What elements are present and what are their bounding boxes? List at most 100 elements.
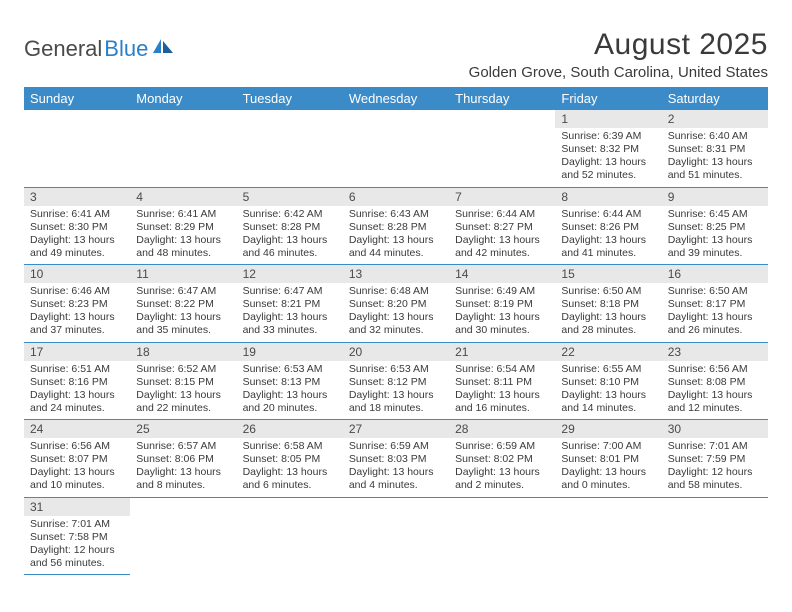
day-number: 23 [662, 343, 768, 361]
calendar-day-cell: 10Sunrise: 6:46 AMSunset: 8:23 PMDayligh… [24, 265, 130, 343]
day-details: Sunrise: 6:56 AMSunset: 8:07 PMDaylight:… [24, 438, 130, 497]
day-details: Sunrise: 6:51 AMSunset: 8:16 PMDaylight:… [24, 361, 130, 420]
day-number: 21 [449, 343, 555, 361]
calendar-day-cell: 15Sunrise: 6:50 AMSunset: 8:18 PMDayligh… [555, 265, 661, 343]
header: GeneralBlue August 2025 Golden Grove, So… [24, 28, 768, 81]
day-details: Sunrise: 6:48 AMSunset: 8:20 PMDaylight:… [343, 283, 449, 342]
day-details: Sunrise: 6:50 AMSunset: 8:17 PMDaylight:… [662, 283, 768, 342]
title-block: August 2025 Golden Grove, South Carolina… [469, 28, 768, 81]
weekday-header: Saturday [662, 87, 768, 110]
calendar-empty-cell [662, 497, 768, 575]
day-number: 9 [662, 188, 768, 206]
weekday-header: Monday [130, 87, 236, 110]
day-number: 22 [555, 343, 661, 361]
calendar-table: SundayMondayTuesdayWednesdayThursdayFrid… [24, 87, 768, 575]
weekday-header: Thursday [449, 87, 555, 110]
day-number: 31 [24, 498, 130, 516]
calendar-empty-cell [24, 110, 130, 187]
day-number: 11 [130, 265, 236, 283]
day-number: 8 [555, 188, 661, 206]
calendar-day-cell: 6Sunrise: 6:43 AMSunset: 8:28 PMDaylight… [343, 187, 449, 265]
day-details: Sunrise: 6:45 AMSunset: 8:25 PMDaylight:… [662, 206, 768, 265]
day-number: 12 [237, 265, 343, 283]
calendar-day-cell: 14Sunrise: 6:49 AMSunset: 8:19 PMDayligh… [449, 265, 555, 343]
day-details: Sunrise: 6:53 AMSunset: 8:13 PMDaylight:… [237, 361, 343, 420]
day-number: 29 [555, 420, 661, 438]
logo-text-general: General [24, 36, 102, 62]
calendar-day-cell: 20Sunrise: 6:53 AMSunset: 8:12 PMDayligh… [343, 342, 449, 420]
day-number: 7 [449, 188, 555, 206]
day-details: Sunrise: 6:46 AMSunset: 8:23 PMDaylight:… [24, 283, 130, 342]
calendar-week-row: 10Sunrise: 6:46 AMSunset: 8:23 PMDayligh… [24, 265, 768, 343]
day-number: 4 [130, 188, 236, 206]
day-number: 15 [555, 265, 661, 283]
day-number: 26 [237, 420, 343, 438]
day-details: Sunrise: 6:54 AMSunset: 8:11 PMDaylight:… [449, 361, 555, 420]
day-details: Sunrise: 7:01 AMSunset: 7:58 PMDaylight:… [24, 516, 130, 575]
weekday-header: Wednesday [343, 87, 449, 110]
calendar-empty-cell [449, 110, 555, 187]
calendar-day-cell: 27Sunrise: 6:59 AMSunset: 8:03 PMDayligh… [343, 420, 449, 498]
calendar-week-row: 1Sunrise: 6:39 AMSunset: 8:32 PMDaylight… [24, 110, 768, 187]
calendar-empty-cell [237, 497, 343, 575]
calendar-day-cell: 5Sunrise: 6:42 AMSunset: 8:28 PMDaylight… [237, 187, 343, 265]
day-details: Sunrise: 6:41 AMSunset: 8:29 PMDaylight:… [130, 206, 236, 265]
day-number: 27 [343, 420, 449, 438]
logo: GeneralBlue [24, 36, 175, 62]
day-details: Sunrise: 7:01 AMSunset: 7:59 PMDaylight:… [662, 438, 768, 497]
day-details: Sunrise: 6:47 AMSunset: 8:21 PMDaylight:… [237, 283, 343, 342]
day-number: 10 [24, 265, 130, 283]
day-number: 20 [343, 343, 449, 361]
weekday-header: Sunday [24, 87, 130, 110]
calendar-week-row: 31Sunrise: 7:01 AMSunset: 7:58 PMDayligh… [24, 497, 768, 575]
day-details: Sunrise: 6:40 AMSunset: 8:31 PMDaylight:… [662, 128, 768, 187]
calendar-week-row: 3Sunrise: 6:41 AMSunset: 8:30 PMDaylight… [24, 187, 768, 265]
calendar-day-cell: 18Sunrise: 6:52 AMSunset: 8:15 PMDayligh… [130, 342, 236, 420]
calendar-day-cell: 26Sunrise: 6:58 AMSunset: 8:05 PMDayligh… [237, 420, 343, 498]
calendar-day-cell: 24Sunrise: 6:56 AMSunset: 8:07 PMDayligh… [24, 420, 130, 498]
calendar-day-cell: 13Sunrise: 6:48 AMSunset: 8:20 PMDayligh… [343, 265, 449, 343]
calendar-day-cell: 23Sunrise: 6:56 AMSunset: 8:08 PMDayligh… [662, 342, 768, 420]
day-details: Sunrise: 6:42 AMSunset: 8:28 PMDaylight:… [237, 206, 343, 265]
day-details: Sunrise: 6:39 AMSunset: 8:32 PMDaylight:… [555, 128, 661, 187]
weekday-header: Tuesday [237, 87, 343, 110]
calendar-day-cell: 4Sunrise: 6:41 AMSunset: 8:29 PMDaylight… [130, 187, 236, 265]
calendar-day-cell: 7Sunrise: 6:44 AMSunset: 8:27 PMDaylight… [449, 187, 555, 265]
calendar-day-cell: 16Sunrise: 6:50 AMSunset: 8:17 PMDayligh… [662, 265, 768, 343]
day-number: 30 [662, 420, 768, 438]
calendar-day-cell: 8Sunrise: 6:44 AMSunset: 8:26 PMDaylight… [555, 187, 661, 265]
calendar-week-row: 24Sunrise: 6:56 AMSunset: 8:07 PMDayligh… [24, 420, 768, 498]
day-number: 6 [343, 188, 449, 206]
calendar-day-cell: 17Sunrise: 6:51 AMSunset: 8:16 PMDayligh… [24, 342, 130, 420]
calendar-empty-cell [130, 497, 236, 575]
day-details: Sunrise: 6:59 AMSunset: 8:03 PMDaylight:… [343, 438, 449, 497]
calendar-day-cell: 11Sunrise: 6:47 AMSunset: 8:22 PMDayligh… [130, 265, 236, 343]
day-details: Sunrise: 6:47 AMSunset: 8:22 PMDaylight:… [130, 283, 236, 342]
calendar-empty-cell [343, 110, 449, 187]
calendar-day-cell: 30Sunrise: 7:01 AMSunset: 7:59 PMDayligh… [662, 420, 768, 498]
day-details: Sunrise: 6:44 AMSunset: 8:27 PMDaylight:… [449, 206, 555, 265]
day-number: 24 [24, 420, 130, 438]
day-number: 25 [130, 420, 236, 438]
calendar-empty-cell [237, 110, 343, 187]
day-number: 3 [24, 188, 130, 206]
day-details: Sunrise: 6:55 AMSunset: 8:10 PMDaylight:… [555, 361, 661, 420]
calendar-day-cell: 1Sunrise: 6:39 AMSunset: 8:32 PMDaylight… [555, 110, 661, 187]
weekday-header: Friday [555, 87, 661, 110]
logo-sail-icon [151, 37, 175, 55]
day-number: 16 [662, 265, 768, 283]
calendar-day-cell: 29Sunrise: 7:00 AMSunset: 8:01 PMDayligh… [555, 420, 661, 498]
day-number: 5 [237, 188, 343, 206]
day-details: Sunrise: 6:50 AMSunset: 8:18 PMDaylight:… [555, 283, 661, 342]
calendar-day-cell: 3Sunrise: 6:41 AMSunset: 8:30 PMDaylight… [24, 187, 130, 265]
day-details: Sunrise: 6:52 AMSunset: 8:15 PMDaylight:… [130, 361, 236, 420]
weekday-header-row: SundayMondayTuesdayWednesdayThursdayFrid… [24, 87, 768, 110]
day-details: Sunrise: 6:56 AMSunset: 8:08 PMDaylight:… [662, 361, 768, 420]
calendar-day-cell: 25Sunrise: 6:57 AMSunset: 8:06 PMDayligh… [130, 420, 236, 498]
day-details: Sunrise: 7:00 AMSunset: 8:01 PMDaylight:… [555, 438, 661, 497]
calendar-day-cell: 19Sunrise: 6:53 AMSunset: 8:13 PMDayligh… [237, 342, 343, 420]
calendar-day-cell: 12Sunrise: 6:47 AMSunset: 8:21 PMDayligh… [237, 265, 343, 343]
day-number: 19 [237, 343, 343, 361]
calendar-day-cell: 31Sunrise: 7:01 AMSunset: 7:58 PMDayligh… [24, 497, 130, 575]
day-number: 28 [449, 420, 555, 438]
